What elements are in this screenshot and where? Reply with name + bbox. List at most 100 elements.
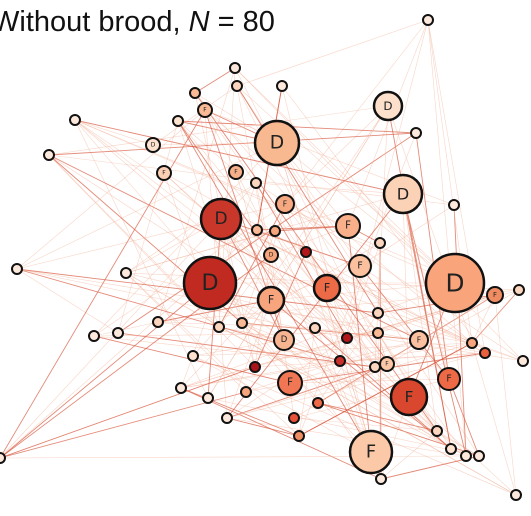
node-label: D bbox=[214, 209, 227, 229]
small-node bbox=[213, 321, 225, 333]
edge bbox=[402, 193, 452, 450]
edge bbox=[305, 251, 379, 334]
edge bbox=[0, 366, 256, 459]
edge bbox=[494, 294, 517, 496]
edge bbox=[471, 289, 520, 344]
node bbox=[156, 165, 172, 181]
edge bbox=[125, 272, 247, 393]
edge bbox=[255, 182, 404, 195]
small-node bbox=[372, 307, 384, 319]
small-node bbox=[249, 361, 261, 373]
small-node bbox=[221, 412, 233, 424]
node-label: F bbox=[366, 442, 376, 463]
edge bbox=[241, 322, 372, 453]
edge bbox=[284, 19, 429, 205]
node-label: D bbox=[269, 252, 274, 259]
small-node bbox=[172, 115, 184, 127]
node-label: F bbox=[385, 361, 389, 368]
small-node bbox=[300, 246, 312, 258]
node bbox=[256, 285, 286, 315]
small-node bbox=[187, 350, 199, 362]
node bbox=[197, 102, 213, 118]
edge bbox=[0, 282, 211, 459]
edge bbox=[0, 109, 206, 459]
title-value: = 80 bbox=[210, 6, 275, 38]
edge bbox=[180, 387, 300, 437]
edge bbox=[293, 417, 438, 432]
edge bbox=[255, 182, 348, 339]
edge bbox=[192, 355, 372, 453]
small-node bbox=[236, 317, 248, 329]
small-node bbox=[120, 267, 132, 279]
small-node bbox=[293, 430, 305, 442]
small-node bbox=[69, 114, 81, 126]
edge bbox=[359, 265, 450, 380]
node-label: F bbox=[357, 261, 362, 272]
small-node bbox=[448, 199, 460, 211]
edge bbox=[125, 193, 404, 274]
nodes: D D D D D D F F F F F F F F F F D F F F F D D F bbox=[0, 14, 529, 501]
edge bbox=[314, 327, 452, 450]
edge bbox=[180, 342, 473, 389]
small-node bbox=[88, 330, 100, 342]
edge bbox=[93, 321, 159, 337]
edge bbox=[326, 287, 524, 362]
edge bbox=[16, 268, 119, 334]
edge bbox=[74, 119, 209, 399]
edge bbox=[415, 132, 450, 380]
edge bbox=[317, 402, 438, 432]
edge bbox=[226, 352, 486, 419]
edge bbox=[125, 272, 379, 334]
edge bbox=[207, 397, 480, 457]
small-node bbox=[189, 87, 201, 99]
edge bbox=[254, 352, 486, 368]
edge bbox=[125, 182, 257, 274]
small-node bbox=[0, 452, 6, 464]
small-node bbox=[431, 425, 443, 437]
node-label: F bbox=[493, 291, 497, 299]
node-label: D bbox=[446, 269, 465, 298]
small-node bbox=[276, 80, 288, 92]
node bbox=[348, 254, 372, 278]
node-label: F bbox=[345, 221, 351, 232]
edge bbox=[16, 268, 473, 344]
edge bbox=[220, 218, 285, 341]
edge bbox=[276, 142, 361, 267]
edge bbox=[218, 326, 467, 457]
edge bbox=[117, 120, 179, 334]
edge bbox=[359, 265, 473, 344]
edge bbox=[377, 312, 524, 362]
edge bbox=[157, 67, 236, 323]
node bbox=[145, 137, 161, 153]
small-node bbox=[229, 62, 241, 74]
small-node bbox=[479, 347, 491, 359]
edge bbox=[270, 254, 372, 453]
node bbox=[486, 286, 504, 304]
edge bbox=[218, 203, 286, 328]
edge bbox=[74, 119, 272, 256]
small-node bbox=[288, 412, 300, 424]
edge bbox=[16, 268, 348, 339]
small-node bbox=[422, 14, 434, 26]
small-node bbox=[372, 327, 384, 339]
edge bbox=[93, 142, 278, 337]
edge bbox=[0, 455, 467, 459]
node bbox=[199, 197, 243, 241]
edge bbox=[359, 204, 455, 267]
edge bbox=[125, 272, 517, 496]
small-node bbox=[309, 322, 321, 334]
node bbox=[182, 255, 238, 311]
node-label: F bbox=[446, 374, 451, 385]
node bbox=[263, 247, 279, 263]
edge bbox=[298, 342, 473, 437]
small-node bbox=[369, 361, 381, 373]
figure-title: Without brood, N = 80 bbox=[0, 6, 275, 38]
edge bbox=[326, 287, 388, 365]
small-node bbox=[460, 450, 472, 462]
small-node bbox=[513, 284, 525, 296]
edge bbox=[74, 119, 154, 146]
node-label: D bbox=[281, 335, 288, 345]
edge bbox=[255, 182, 524, 362]
node bbox=[389, 377, 429, 417]
node bbox=[372, 90, 404, 122]
